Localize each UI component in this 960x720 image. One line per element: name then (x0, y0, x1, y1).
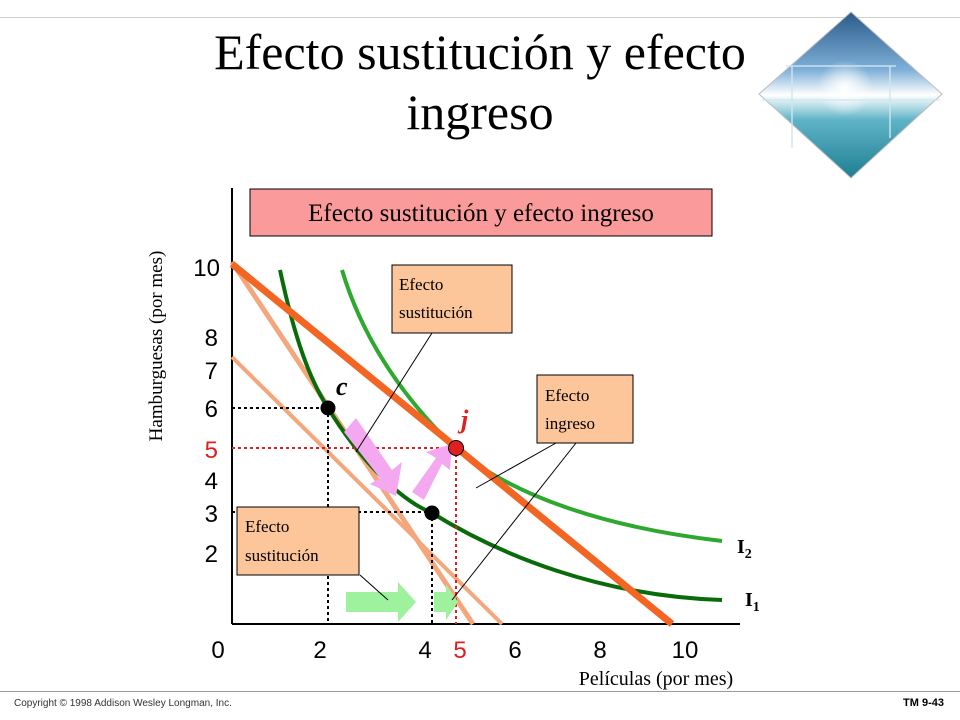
slide-number: TM 9-43 (903, 697, 944, 709)
indifference-curve-i1 (278, 269, 723, 602)
callout-substitution-top-line1: Efecto (399, 275, 443, 294)
callout-substitution-bottom (236, 506, 360, 576)
title-line-1: Efecto sustitución y efecto (214, 24, 746, 80)
top-rule (0, 17, 960, 18)
y-tick-4: 4 (205, 468, 218, 495)
x-tick-4: 4 (418, 637, 431, 664)
header-box-text: Efecto sustitución y efecto ingreso (308, 200, 654, 227)
y-tick-6: 6 (205, 396, 218, 423)
y-tick-5: 5 (205, 437, 218, 464)
callout-income-line2: ingreso (545, 414, 595, 433)
x-tick-2: 2 (313, 637, 326, 664)
x-tick-5: 5 (453, 637, 466, 664)
decorative-diamond-logo (758, 11, 943, 179)
point-c-label: c (336, 372, 348, 401)
y-tick-2: 2 (205, 541, 218, 568)
callout-substitution-bottom-line1: Efecto (245, 517, 289, 536)
callout-leader-substitution-top (355, 332, 433, 453)
callout-substitution-top-line2: sustitución (399, 303, 473, 322)
copyright-text: Copyright © 1998 Addison Wesley Longman,… (14, 698, 232, 709)
budget-line-old (230, 355, 504, 626)
callout-income (536, 374, 634, 444)
curve-label-i2-main: I (737, 536, 745, 558)
curve-label-i1-sub: 1 (753, 600, 760, 615)
callout-income-line1: Efecto (545, 386, 589, 405)
callout-substitution-top (391, 264, 513, 334)
slide-title: Efecto sustitución y efecto ingreso (120, 22, 840, 142)
point-d (424, 505, 440, 521)
curve-label-i2-sub: 2 (745, 547, 752, 562)
curve-label-i1: I1 (745, 589, 760, 615)
header-box (249, 188, 713, 237)
title-line-2: ingreso (406, 84, 554, 140)
x-tick-0: 0 (211, 637, 224, 664)
callout-leader-substitution-bottom (359, 574, 389, 601)
income-arrow-diagonal (412, 444, 452, 500)
income-arrow-horizontal (434, 584, 458, 620)
x-tick-10: 10 (672, 637, 699, 664)
x-axis-label: Películas (por mes) (579, 668, 733, 690)
point-j (448, 440, 464, 456)
point-c (320, 400, 336, 416)
callout-leader-income-b (451, 442, 577, 601)
y-tick-7: 7 (205, 358, 218, 385)
callout-substitution-bottom-line2: sustitución (245, 546, 319, 565)
substitution-arrow-diagonal (344, 418, 402, 496)
bottom-rule (0, 691, 960, 692)
x-tick-8: 8 (593, 637, 606, 664)
point-j-label: j (457, 405, 469, 434)
curve-label-i2: I2 (737, 536, 752, 562)
y-axis-label: Hamburguesas (por mes) (146, 251, 167, 442)
curve-label-i1-main: I (745, 589, 753, 611)
substitution-arrow-horizontal (346, 582, 416, 622)
y-tick-10: 10 (193, 255, 220, 282)
y-tick-8: 8 (205, 325, 218, 352)
x-tick-6: 6 (508, 637, 521, 664)
y-tick-3: 3 (205, 501, 218, 528)
callout-leader-income-a (475, 442, 557, 489)
